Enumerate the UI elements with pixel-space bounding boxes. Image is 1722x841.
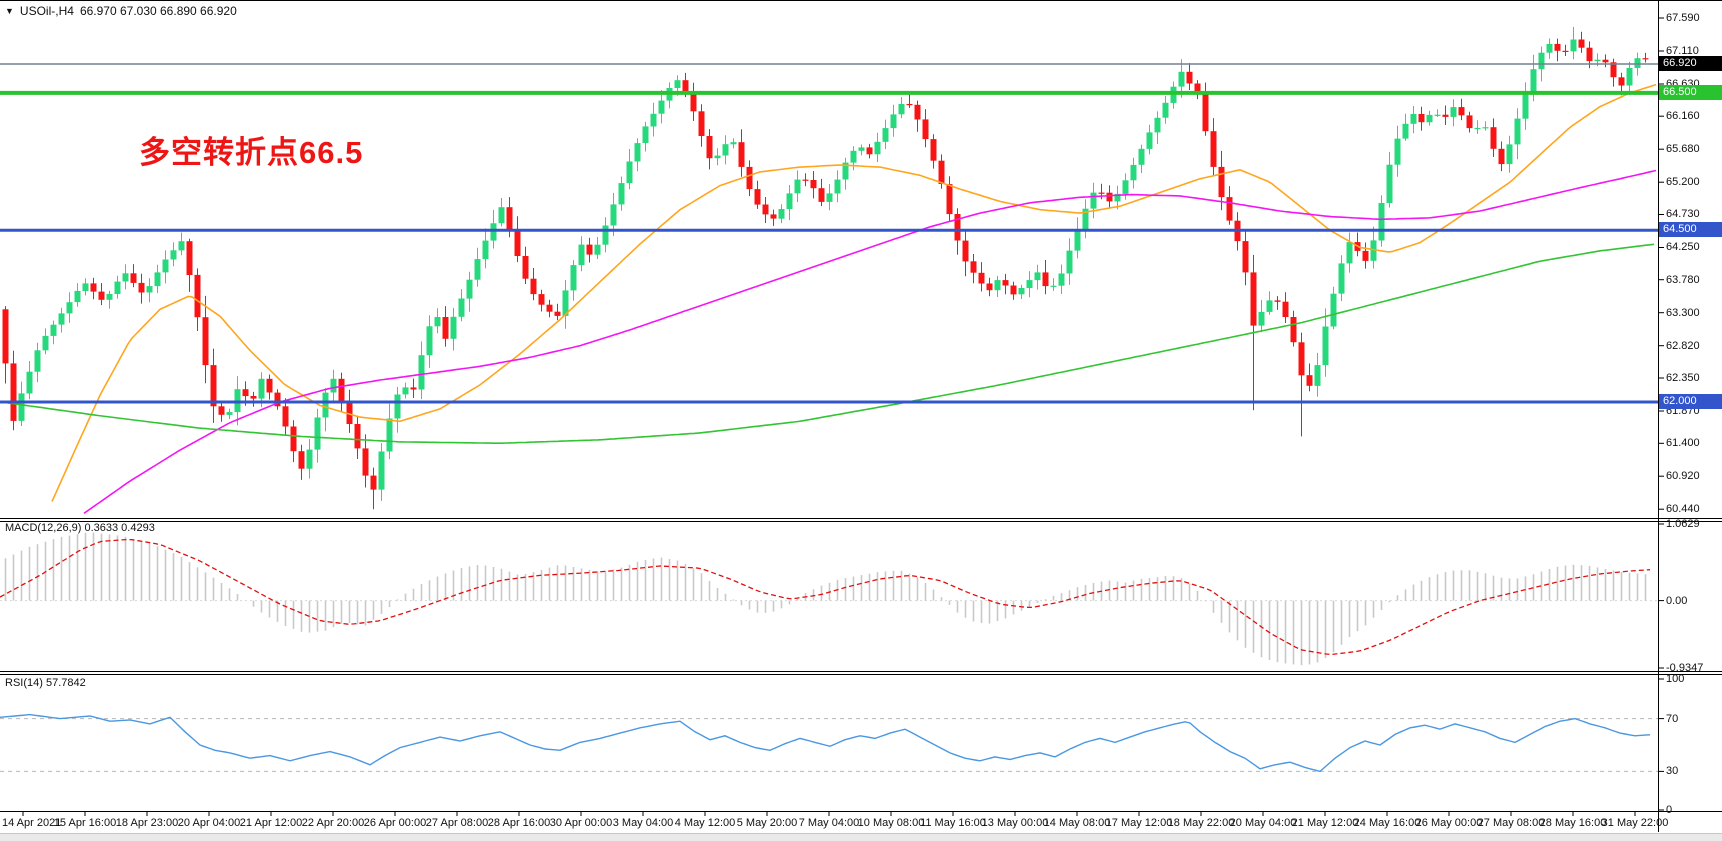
ma-fast-line <box>51 83 1657 502</box>
time-tick-label: 14 May 08:00 <box>1043 817 1111 829</box>
time-tick-label: 11 May 16:00 <box>920 817 986 829</box>
time-tick-label: 10 May 08:00 <box>857 817 925 829</box>
axis-tick-marks <box>22 17 1664 816</box>
rsi-line <box>0 713 1651 773</box>
macd-indicator-label: MACD(12,26,9) 0.3633 0.4293 <box>5 522 155 534</box>
time-tick-label: 13 May 00:00 <box>981 817 1049 829</box>
time-tick-label: 18 Apr 23:00 <box>115 817 179 829</box>
time-tick-label: 28 May 16:00 <box>1539 817 1607 829</box>
rsi-indicator-label: RSI(14) 57.7842 <box>5 677 86 689</box>
annotation-text: 多空转折点66.5 <box>139 135 364 170</box>
time-tick-label: 3 May 04:00 <box>612 817 674 829</box>
price-tick-label: 64.730 <box>1666 208 1700 221</box>
price-tick-label: 60.440 <box>1666 503 1700 516</box>
price-tick-label: 62.820 <box>1666 339 1700 352</box>
macd-histogram <box>4 532 1647 666</box>
price-line-label: 64.500 <box>1659 222 1722 238</box>
main-panel <box>0 26 1658 514</box>
time-tick-label: 18 May 22:00 <box>1167 817 1235 829</box>
price-tick-label: 63.300 <box>1666 306 1700 319</box>
price-tick-label: 60.920 <box>1666 470 1700 483</box>
price-tick-label: 65.680 <box>1666 143 1700 156</box>
macd-tick-label: 0.00 <box>1666 594 1688 607</box>
time-tick-label: 24 May 16:00 <box>1353 817 1421 829</box>
time-tick-label: 27 May 08:00 <box>1477 817 1545 829</box>
time-tick-label: 28 Apr 16:00 <box>487 817 551 829</box>
time-tick-label: 20 May 04:00 <box>1229 817 1297 829</box>
time-tick-label: 21 May 12:00 <box>1291 817 1359 829</box>
price-tick-label: 63.780 <box>1666 273 1700 286</box>
price-tick-label: 66.160 <box>1666 110 1700 123</box>
time-tick-label: 5 May 20:00 <box>736 817 798 829</box>
time-tick-label: 17 May 12:00 <box>1105 817 1173 829</box>
time-tick-label: 15 Apr 16:00 <box>53 817 117 829</box>
time-tick-label: 27 Apr 08:00 <box>425 817 489 829</box>
symbol-dropdown-icon[interactable]: ▼ <box>5 6 14 16</box>
chart-title: ▼ USOil-,H4 66.970 67.030 66.890 66.920 <box>5 4 237 18</box>
time-tick-label: 26 May 00:00 <box>1415 817 1483 829</box>
rsi-tick-label: 100 <box>1666 673 1685 685</box>
price-line-label: 66.500 <box>1659 84 1722 100</box>
rsi-tick-label: 0 <box>1666 804 1673 816</box>
candlesticks <box>2 26 1649 510</box>
bottom-strip <box>0 833 1722 841</box>
time-tick-label: 20 Apr 04:00 <box>177 817 241 829</box>
time-tick-label: 30 Apr 00:00 <box>549 817 613 829</box>
time-tick-label: 4 May 12:00 <box>674 817 736 829</box>
symbol-period-label: USOil-,H4 <box>19 4 74 18</box>
time-tick-label: 14 Apr 2021 <box>2 817 62 829</box>
rsi-tick-label: 70 <box>1666 712 1679 725</box>
macd-signal-line <box>0 538 1651 656</box>
time-tick-label: 7 May 04:00 <box>798 817 860 829</box>
ma-mid-line <box>83 169 1657 514</box>
time-tick-label: 26 Apr 00:00 <box>363 817 427 829</box>
ohlc-values-label: 66.970 67.030 66.890 66.920 <box>79 4 237 18</box>
rsi-panel <box>0 713 1658 773</box>
macd-tick-label: -0.9347 <box>1666 661 1704 674</box>
time-tick-label: 21 Apr 12:00 <box>239 817 303 829</box>
price-tick-label: 61.400 <box>1666 437 1700 450</box>
price-tick-label: 62.350 <box>1666 371 1700 384</box>
rsi-tick-label: 30 <box>1666 765 1679 778</box>
price-tick-label: 65.200 <box>1666 176 1700 189</box>
price-tick-label: 67.590 <box>1666 12 1700 24</box>
macd-tick-label: 1.0629 <box>1666 517 1700 530</box>
price-tick-label: 67.110 <box>1666 44 1699 57</box>
ma-slow-line <box>1 243 1655 444</box>
time-tick-label: 22 Apr 20:00 <box>301 817 365 829</box>
macd-panel <box>0 532 1658 666</box>
price-line-label: 62.000 <box>1659 394 1722 410</box>
time-tick-label: 31 May 22:00 <box>1601 817 1669 829</box>
price-line-label: 66.920 <box>1659 56 1722 72</box>
price-tick-label: 64.250 <box>1666 241 1700 254</box>
